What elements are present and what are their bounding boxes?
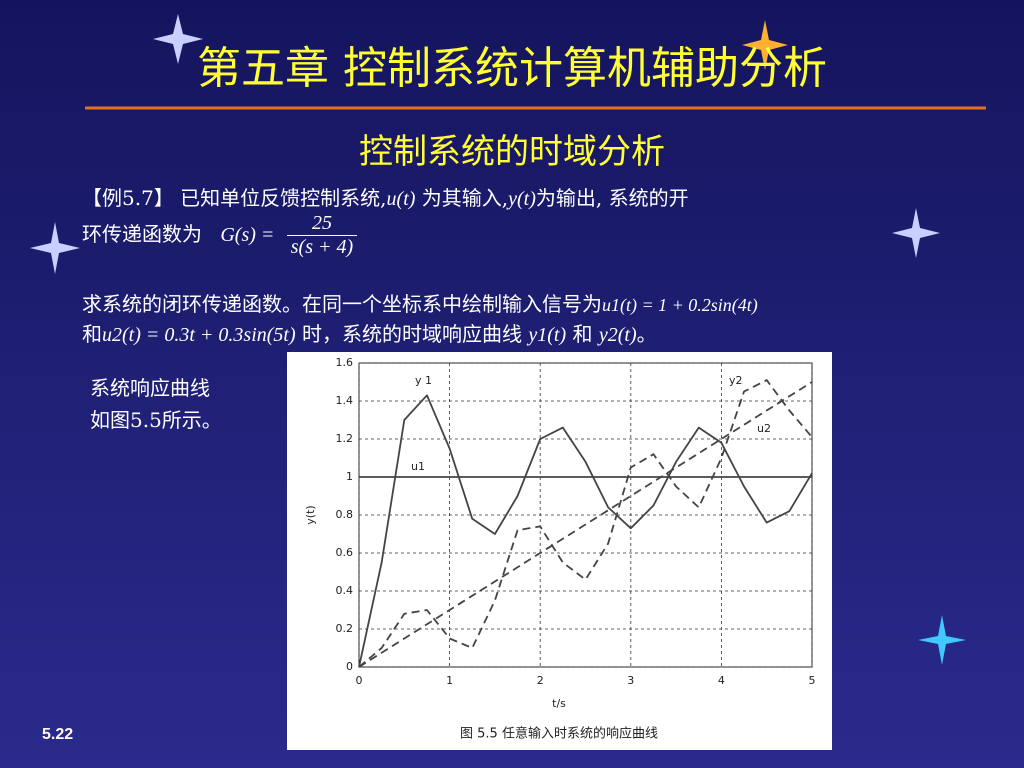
series-line xyxy=(358,394,813,668)
series-line xyxy=(358,381,813,668)
x-tick-label: 0 xyxy=(356,674,363,687)
formula: u(t) xyxy=(386,188,416,210)
denominator: s(s + 4) xyxy=(290,236,354,258)
series-label: y2 xyxy=(729,374,743,387)
y-tick-label: 0 xyxy=(346,660,353,673)
text-line: 【例5.7】 已知单位反馈控制系统,u(t) 为其输入,y(t)为输出, 系统的… xyxy=(82,182,689,211)
text: 。 xyxy=(636,322,657,346)
x-tick-label: 3 xyxy=(627,674,634,687)
text: 为其输入, xyxy=(415,186,509,210)
slide-title: 第五章 控制系统计算机辅助分析 xyxy=(197,43,827,94)
text: 和 xyxy=(566,322,599,346)
text: 求系统的闭环传递函数。在同一个坐标系中绘制输入信号为 xyxy=(82,292,602,316)
series-label: u1 xyxy=(411,460,425,473)
formula: y(t) xyxy=(508,188,536,210)
text: 和 xyxy=(82,322,102,346)
y-tick-label: 0.6 xyxy=(336,546,354,559)
text: 时，系统的时域响应曲线 xyxy=(295,322,529,346)
chart: t/s y(t) 图 5.5 任意输入时系统的响应曲线 0 1 2 3 4 5 0 0.2 0.… xyxy=(304,356,816,742)
y-tick-label: 0.4 xyxy=(336,584,354,597)
text: 【例5.7】 已知单位反馈控制系统, xyxy=(82,186,387,210)
x-tick-label: 2 xyxy=(537,674,544,687)
text: 为输出, 系统的开 xyxy=(535,186,689,210)
y-tick-label: 0.2 xyxy=(336,622,354,635)
series-label: u2 xyxy=(757,422,771,435)
y-tick-label: 1.4 xyxy=(336,394,354,407)
text: 环传递函数为 xyxy=(82,222,202,246)
side-note: 如图5.5所示。 xyxy=(90,408,222,432)
slide-subtitle: 控制系统的时域分析 xyxy=(359,132,665,172)
series-label: y 1 xyxy=(415,374,432,387)
y-axis-label: y(t) xyxy=(304,505,317,524)
page-number: 5.22 xyxy=(42,726,74,743)
x-tick-label: 5 xyxy=(809,674,816,687)
x-tick-label: 1 xyxy=(446,674,453,687)
formula: u1(t) = 1 + 0.2sin(4t) xyxy=(602,295,758,315)
x-axis-label: t/s xyxy=(552,697,566,710)
series-line xyxy=(358,379,813,668)
formula: y1(t) xyxy=(528,324,567,346)
text-line: 求系统的闭环传递函数。在同一个坐标系中绘制输入信号为u1(t) = 1 + 0.… xyxy=(82,288,758,317)
y-tick-label: 1 xyxy=(346,470,353,483)
x-tick-label: 4 xyxy=(718,674,725,687)
y-tick-label: 1.2 xyxy=(336,432,354,445)
fraction: 25 s(s + 4) xyxy=(286,212,358,259)
y-tick-label: 0.8 xyxy=(336,508,354,521)
formula: u2(t) = 0.3t + 0.3sin(5t) xyxy=(102,324,296,346)
formula: y2(t) xyxy=(598,324,637,346)
figure-caption: 图 5.5 任意输入时系统的响应曲线 xyxy=(460,726,658,742)
side-note: 系统响应曲线 xyxy=(90,376,210,400)
text-line: 环传递函数为 G(s) = 25 s(s + 4) xyxy=(82,212,358,259)
text-line: 和u2(t) = 0.3t + 0.3sin(5t) 时，系统的时域响应曲线 y… xyxy=(82,318,657,347)
figure: t/s y(t) 图 5.5 任意输入时系统的响应曲线 0 1 2 3 4 5 0 0.2 0.… xyxy=(287,352,832,750)
stars xyxy=(30,14,966,665)
numerator: 25 xyxy=(286,212,358,236)
y-tick-label: 1.6 xyxy=(336,356,354,369)
formula: G(s) = xyxy=(220,224,275,246)
